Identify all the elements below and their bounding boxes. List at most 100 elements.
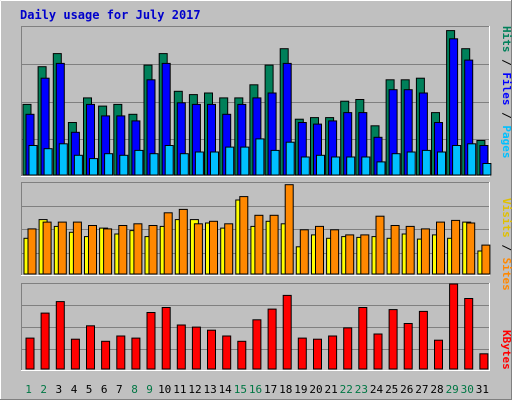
kbytes-bar-day-21 — [328, 335, 338, 370]
pages-bar-day-12 — [194, 151, 204, 176]
pages-bar-day-16 — [255, 138, 265, 176]
kbytes-bar-day-3 — [55, 301, 65, 370]
day-label-30: 30 — [461, 383, 474, 396]
kbytes-bar-day-12 — [191, 326, 201, 370]
legend-sep-2: / — [500, 106, 512, 126]
pages-bar-day-27 — [421, 149, 431, 176]
pages-bar-day-18 — [285, 141, 295, 176]
sites-bar-day-13 — [209, 220, 218, 275]
day-label-29: 29 — [446, 383, 459, 396]
pages-bar-day-17 — [270, 149, 280, 176]
legend-sites: Sites — [500, 258, 512, 291]
day-label-2: 2 — [40, 383, 47, 396]
kbytes-bar-day-30 — [464, 298, 474, 370]
day-label-14: 14 — [219, 383, 233, 396]
kbytes-bar-day-7 — [116, 335, 126, 370]
legend-sep-3: / — [500, 238, 512, 258]
pages-bar-day-30 — [467, 143, 477, 176]
day-label-17: 17 — [264, 383, 277, 396]
day-label-11: 11 — [173, 383, 186, 396]
day-label-5: 5 — [86, 383, 93, 396]
pages-bar-day-10 — [164, 145, 174, 176]
kbytes-bar-day-31 — [479, 353, 489, 370]
kbytes-bar-day-8 — [131, 337, 141, 370]
day-label-27: 27 — [415, 383, 428, 396]
sites-bar-day-10 — [163, 212, 173, 275]
kbytes-bar-day-19 — [297, 337, 307, 370]
kbytes-bar-day-29 — [449, 283, 459, 370]
day-labels: 1 2 3 4 5 6 7 8 9 10 11 12 13 14 15 16 17 18 19 20 21 22 23 24 2… — [25, 383, 489, 396]
legend-hits: Hits — [500, 26, 512, 53]
sites-bar-day-9 — [148, 225, 158, 275]
sites-bar-day-7 — [118, 225, 128, 275]
panel-hits-files-pages — [21, 26, 492, 177]
day-label-10: 10 — [158, 383, 171, 396]
pages-bar-day-20 — [316, 154, 325, 176]
legend-visits: Visits — [500, 198, 512, 238]
sites-bar-day-15 — [239, 196, 249, 275]
sites-bar-day-28 — [436, 221, 445, 275]
kbytes-bar-day-6 — [101, 340, 111, 370]
day-label-25: 25 — [385, 383, 398, 396]
sites-bar-day-29 — [451, 219, 461, 275]
day-label-3: 3 — [55, 383, 62, 396]
kbytes-bar-day-11 — [176, 324, 186, 370]
legend-hits-files-pages: Hits / Files / Pages — [500, 26, 512, 159]
sites-bar-day-5 — [88, 225, 97, 275]
day-label-12: 12 — [188, 383, 201, 396]
day-label-28: 28 — [430, 383, 443, 396]
sites-bar-day-21 — [330, 229, 340, 275]
chart-panels — [21, 26, 492, 371]
day-label-19: 19 — [294, 383, 307, 396]
sites-bar-day-19 — [299, 229, 309, 275]
day-label-15: 15 — [234, 383, 247, 396]
day-label-6: 6 — [101, 383, 108, 396]
sites-bar-day-26 — [405, 225, 415, 275]
pages-bar-day-23 — [361, 156, 371, 176]
legend-pages: Pages — [500, 125, 512, 158]
chart-title: Daily usage for July 2017 — [20, 8, 201, 22]
kbytes-bar-day-18 — [282, 294, 292, 370]
sites-bar-day-14 — [224, 223, 234, 275]
kbytes-bar-day-16 — [252, 319, 262, 370]
kbytes-bar-day-14 — [222, 335, 232, 370]
sites-bar-day-30 — [466, 222, 476, 275]
day-label-20: 20 — [309, 383, 322, 396]
day-label-9: 9 — [146, 383, 153, 396]
pages-bar-day-25 — [391, 153, 401, 176]
kbytes-bar-day-2 — [40, 312, 50, 370]
sites-bar-day-4 — [72, 221, 82, 275]
kbytes-bar-day-1 — [25, 337, 35, 370]
pages-bar-day-2 — [43, 148, 53, 176]
sites-bar-day-8 — [133, 223, 143, 275]
day-label-24: 24 — [370, 383, 384, 396]
legend-visits-sites: Visits / Sites — [500, 198, 512, 291]
kbytes-bar-day-28 — [434, 339, 443, 370]
day-label-1: 1 — [25, 383, 32, 396]
kbytes-bar-day-25 — [388, 309, 398, 370]
panel-visits-sites — [21, 182, 491, 276]
legend-kbytes: KBytes — [500, 330, 512, 370]
pages-bar-day-1 — [28, 145, 38, 176]
kbytes-bar-day-24 — [373, 333, 383, 370]
pages-bar-day-26 — [406, 151, 416, 176]
sites-bar-day-3 — [57, 221, 67, 275]
kbytes-bar-day-13 — [207, 329, 216, 370]
sites-bar-day-6 — [103, 228, 113, 275]
pages-bar-day-31 — [482, 163, 492, 176]
sites-bar-day-20 — [315, 225, 324, 275]
pages-bar-day-5 — [89, 158, 98, 176]
pages-bar-day-8 — [134, 149, 144, 176]
pages-bar-day-22 — [346, 156, 356, 176]
day-label-18: 18 — [279, 383, 292, 396]
day-label-4: 4 — [71, 383, 78, 396]
day-label-22: 22 — [340, 383, 353, 396]
kbytes-bar-day-5 — [86, 325, 95, 370]
kbytes-bar-day-23 — [358, 307, 368, 370]
kbytes-bar-day-10 — [161, 307, 171, 370]
pages-bar-day-11 — [179, 153, 189, 176]
kbytes-bar-day-17 — [267, 308, 277, 370]
pages-bar-day-24 — [376, 161, 386, 176]
pages-bar-day-21 — [331, 156, 341, 176]
kbytes-bar-day-20 — [313, 338, 322, 370]
